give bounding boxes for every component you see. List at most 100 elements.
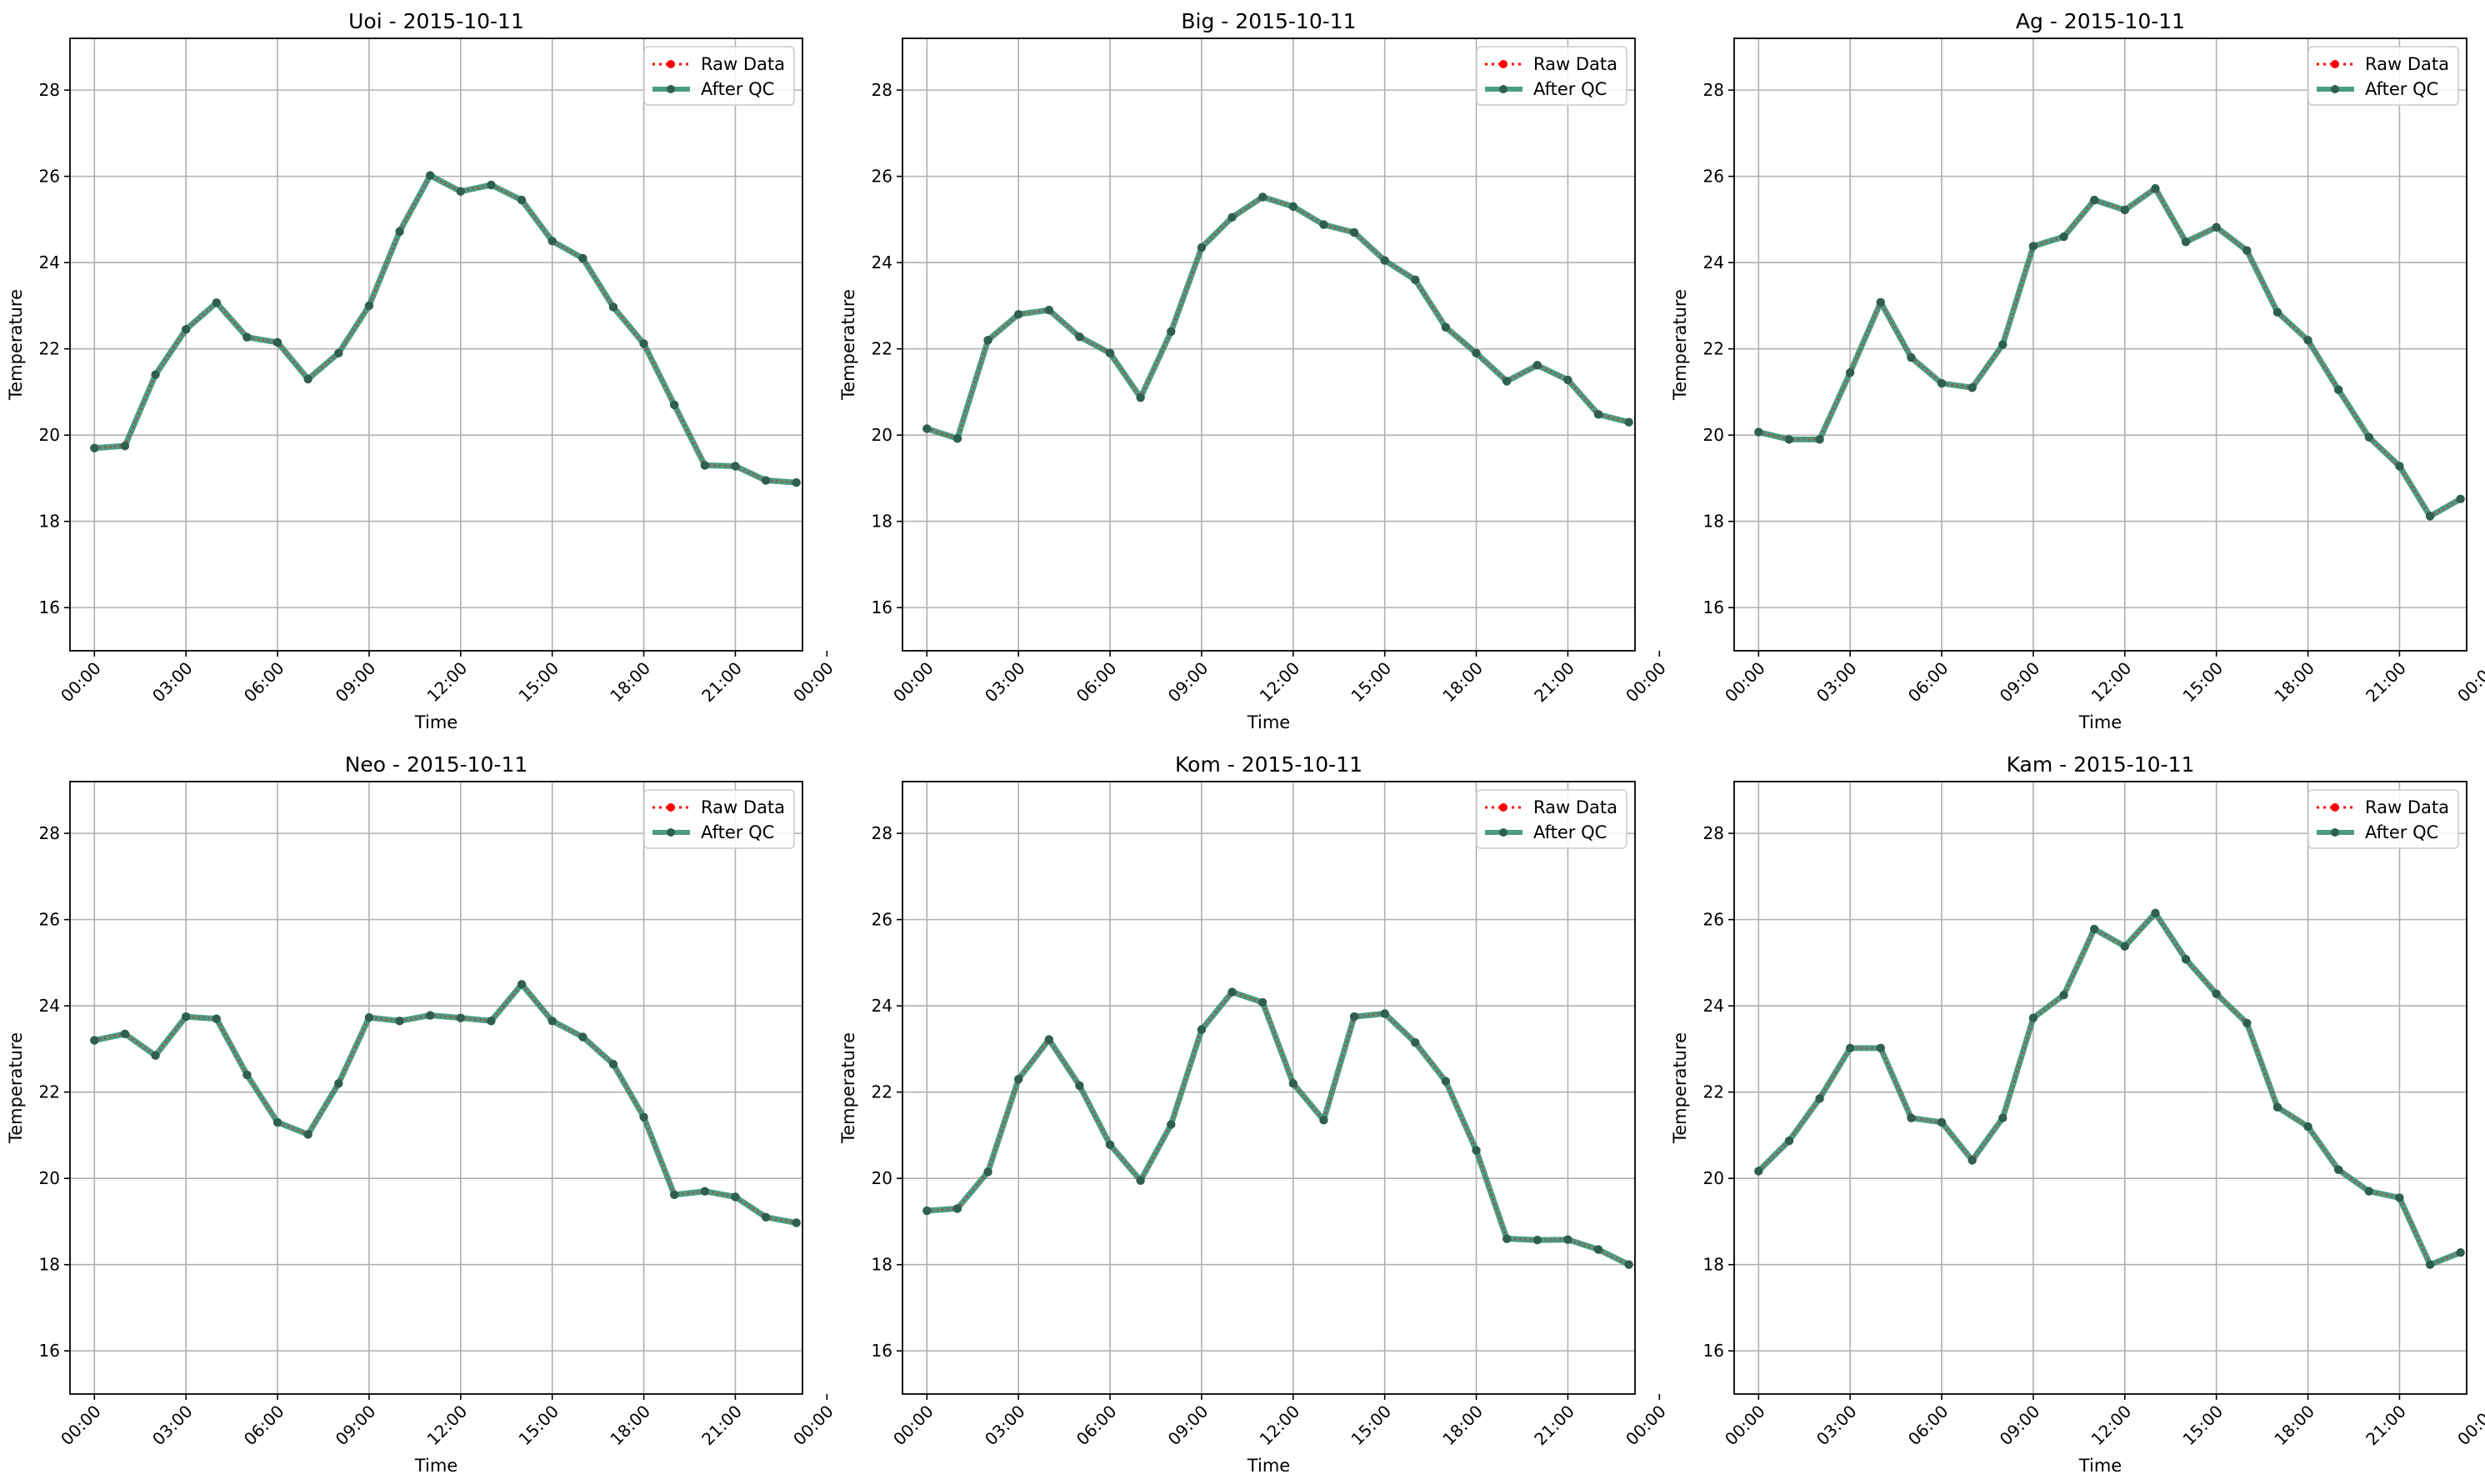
data-point [548, 237, 557, 246]
legend-qc-marker [1499, 85, 1508, 93]
data-point [1228, 987, 1237, 997]
y-tick-label: 28 [872, 80, 892, 100]
data-point [1167, 1120, 1176, 1129]
data-point [1136, 1176, 1145, 1185]
series-raw-data-line [926, 196, 1629, 440]
plot-area [902, 38, 1635, 651]
data-point [1105, 348, 1115, 358]
chart-panel: 16 18 20 22 24 26 28 00:00 03:00 06:00 09:00 12:00 1… [6, 752, 838, 1476]
y-tick-label: 26 [872, 910, 892, 930]
y-tick-label: 20 [872, 425, 892, 445]
data-point [456, 1013, 465, 1022]
data-point [364, 1012, 374, 1022]
legend-qc-label: After QC [2365, 79, 2438, 99]
x-tick-label: 09:00 [1996, 658, 2044, 707]
x-tick-label: 15:00 [514, 1402, 562, 1450]
data-point [2303, 1122, 2312, 1132]
axes-frame [902, 781, 1636, 1395]
data-point [731, 462, 740, 471]
legend-raw-marker [667, 803, 675, 812]
data-point [639, 339, 648, 348]
plot-area [1734, 782, 2467, 1394]
data-point [181, 325, 191, 334]
legend-raw-label: Raw Data [1533, 797, 1618, 817]
x-tick-label: 00:00 [1721, 1402, 1769, 1450]
y-tick-label: 22 [39, 339, 60, 359]
plot-area [1734, 38, 2467, 651]
legend-raw-label: Raw Data [2365, 54, 2449, 74]
data-point [487, 180, 496, 190]
x-tick-label: 06:00 [1072, 658, 1121, 707]
chart-title: Neo - 2015-10-11 [345, 752, 528, 777]
x-axis-label: Time [1247, 712, 1290, 732]
legend-raw-marker [2331, 803, 2339, 812]
x-tick-label: 18:00 [2270, 658, 2318, 707]
y-tick-label: 16 [872, 1341, 892, 1361]
data-point [2059, 991, 2068, 1000]
y-tick-label: 18 [872, 1255, 892, 1275]
x-tick-label: 18:00 [606, 658, 654, 707]
legend-qc-label: After QC [701, 79, 774, 99]
data-point [90, 443, 99, 452]
data-point [1136, 392, 1145, 402]
data-point [1349, 1012, 1359, 1022]
x-tick-label: 09:00 [1996, 1402, 2044, 1450]
chart-panel: 16 18 20 22 24 26 28 00:00 03:00 06:00 09:00 12:00 1… [838, 9, 1670, 732]
y-tick-label: 26 [39, 910, 60, 930]
data-point [2456, 494, 2465, 504]
data-point [1075, 1081, 1084, 1091]
axes-frame [902, 37, 1636, 652]
data-point [1044, 1035, 1054, 1044]
x-tick-label: 00:00 [1721, 658, 1769, 707]
y-tick-label: 16 [39, 1341, 60, 1361]
data-point [1754, 1167, 1763, 1176]
data-point [1472, 348, 1481, 358]
data-point [120, 1029, 130, 1038]
y-tick-label: 28 [1703, 823, 1724, 843]
y-tick-label: 28 [39, 823, 60, 843]
y-tick-label: 22 [872, 1082, 892, 1102]
data-point [120, 441, 130, 451]
data-point [1563, 1235, 1572, 1244]
x-axis-label: Time [414, 1456, 458, 1476]
y-axis-label: Temperature [838, 289, 858, 401]
x-tick-label: 03:00 [148, 1402, 197, 1450]
x-tick-label: 12:00 [2088, 1402, 2136, 1450]
legend-qc-marker [667, 85, 675, 93]
legend-qc-label: After QC [1533, 79, 1607, 99]
legend: Raw Data After QC [643, 46, 795, 106]
data-point [151, 370, 160, 379]
data-point [639, 1112, 648, 1122]
legend: Raw Data After QC [1476, 46, 1628, 106]
y-tick-label: 18 [39, 512, 60, 532]
data-point [2364, 1187, 2373, 1196]
y-axis-label: Temperature [6, 289, 26, 401]
data-point [1624, 1260, 1633, 1269]
data-point [2120, 942, 2129, 951]
y-tick-label: 24 [1703, 996, 1724, 1016]
data-point [983, 336, 992, 345]
data-point [669, 1190, 679, 1200]
data-point [2272, 1102, 2282, 1112]
data-point [1998, 1113, 2008, 1122]
data-point [1472, 1146, 1481, 1155]
x-tick-label: 15:00 [1347, 658, 1395, 707]
plot-area [70, 782, 802, 1394]
x-axis-label: Time [1247, 1456, 1290, 1476]
x-tick-label: 21:00 [698, 1402, 746, 1450]
x-tick-label: 03:00 [1812, 658, 1861, 707]
x-tick-label: 03:00 [1812, 1402, 1861, 1450]
data-point [1907, 1113, 1916, 1122]
series-after-qc-line [1755, 185, 2464, 520]
y-tick-label: 26 [1703, 167, 1724, 187]
data-point [1815, 435, 1824, 444]
data-point [1937, 1117, 1947, 1127]
data-point [2456, 1248, 2465, 1257]
x-tick-label: 00:00 [2453, 1402, 2485, 1450]
data-point [1380, 256, 1389, 265]
legend-raw-label: Raw Data [701, 797, 785, 817]
data-point [1968, 1156, 1977, 1165]
data-point [303, 374, 312, 384]
data-point [2333, 385, 2343, 395]
data-point [578, 253, 588, 263]
